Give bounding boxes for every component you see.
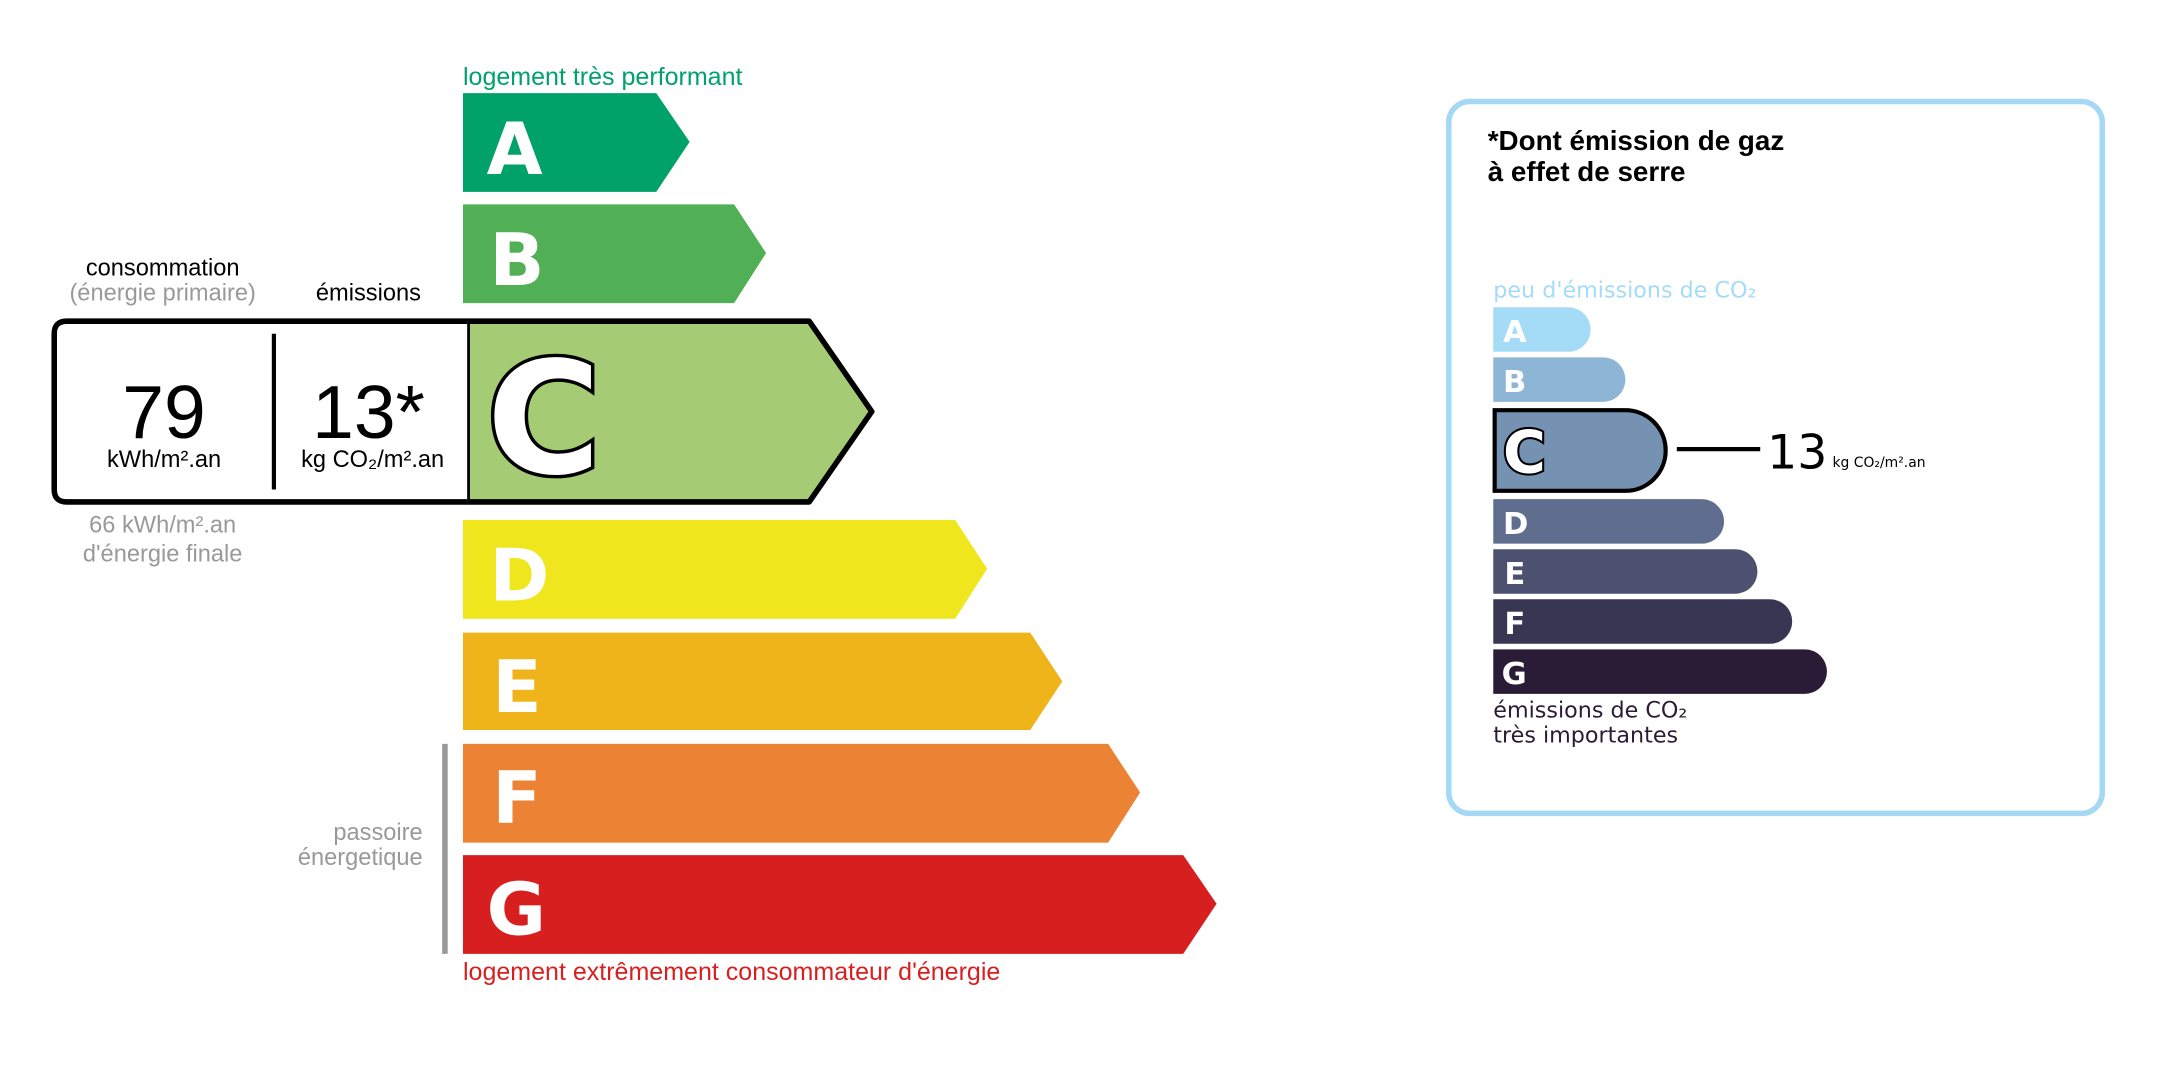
emissions-value: 13* [312,370,425,454]
passoire-label-2: énergetique [298,845,423,871]
ges-title-1: *Dont émission de gaz [1488,125,1785,156]
class-letter: E [1504,557,1525,592]
class-letter: A [487,108,543,192]
final-energy-value: 66 kWh/m².an [89,513,236,539]
consumption-unit: kWh/m².an [107,447,221,473]
ges-bottom-label-1: émissions de CO₂ [1493,697,1687,723]
top-label: logement très performant [463,63,743,91]
energy-class-c-current: C [464,318,875,513]
ges-value: 13 [1767,426,1827,481]
class-letter: F [1504,607,1525,642]
consumption-header: consommation [86,255,240,281]
class-letter: B [489,219,544,303]
ges-class-g: G [1493,649,1827,694]
energy-class-b: B [462,204,767,304]
ges-unit: kg CO₂/m².an [1833,455,1926,471]
ges-top-label: peu d'émissions de CO₂ [1493,278,1756,304]
emissions-unit: kg CO₂/m².an [301,447,444,473]
energy-class-e: E [462,632,1063,730]
ges-class-c-current: C [1492,408,1668,493]
passoire-label-1: passoire [333,820,422,846]
class-letter: C [487,328,601,510]
values-box [51,318,468,505]
bottom-label: logement extrêmement consommateur d'éner… [463,958,1000,986]
ges-class-b: B [1493,357,1626,402]
ges-title-2: à effet de serre [1488,156,1686,187]
final-energy-label: d'énergie finale [83,542,243,568]
energy-class-f: F [462,743,1141,843]
ges-class-e: E [1493,549,1758,594]
ges-class-f: F [1493,599,1793,644]
ges-bottom-label-2: très importantes [1493,722,1678,748]
class-letter: B [1503,365,1526,400]
class-letter: G [1502,657,1527,692]
emissions-header: émissions [316,280,421,306]
class-letter: D [489,535,549,619]
class-letter: C [1503,419,1546,487]
ges-class-d: D [1493,499,1725,544]
energy-class-a: A [462,93,690,192]
energy-class-g: G [462,855,1217,954]
consumption-subheader: (énergie primaire) [69,280,255,306]
class-letter: F [492,757,541,841]
class-letter: A [1503,315,1527,350]
energy-class-d: D [462,520,988,619]
class-letter: D [1503,507,1528,542]
consumption-value: 79 [122,370,206,454]
class-letter: G [487,868,546,952]
ges-class-a: A [1493,307,1591,352]
class-letter: E [492,646,541,730]
